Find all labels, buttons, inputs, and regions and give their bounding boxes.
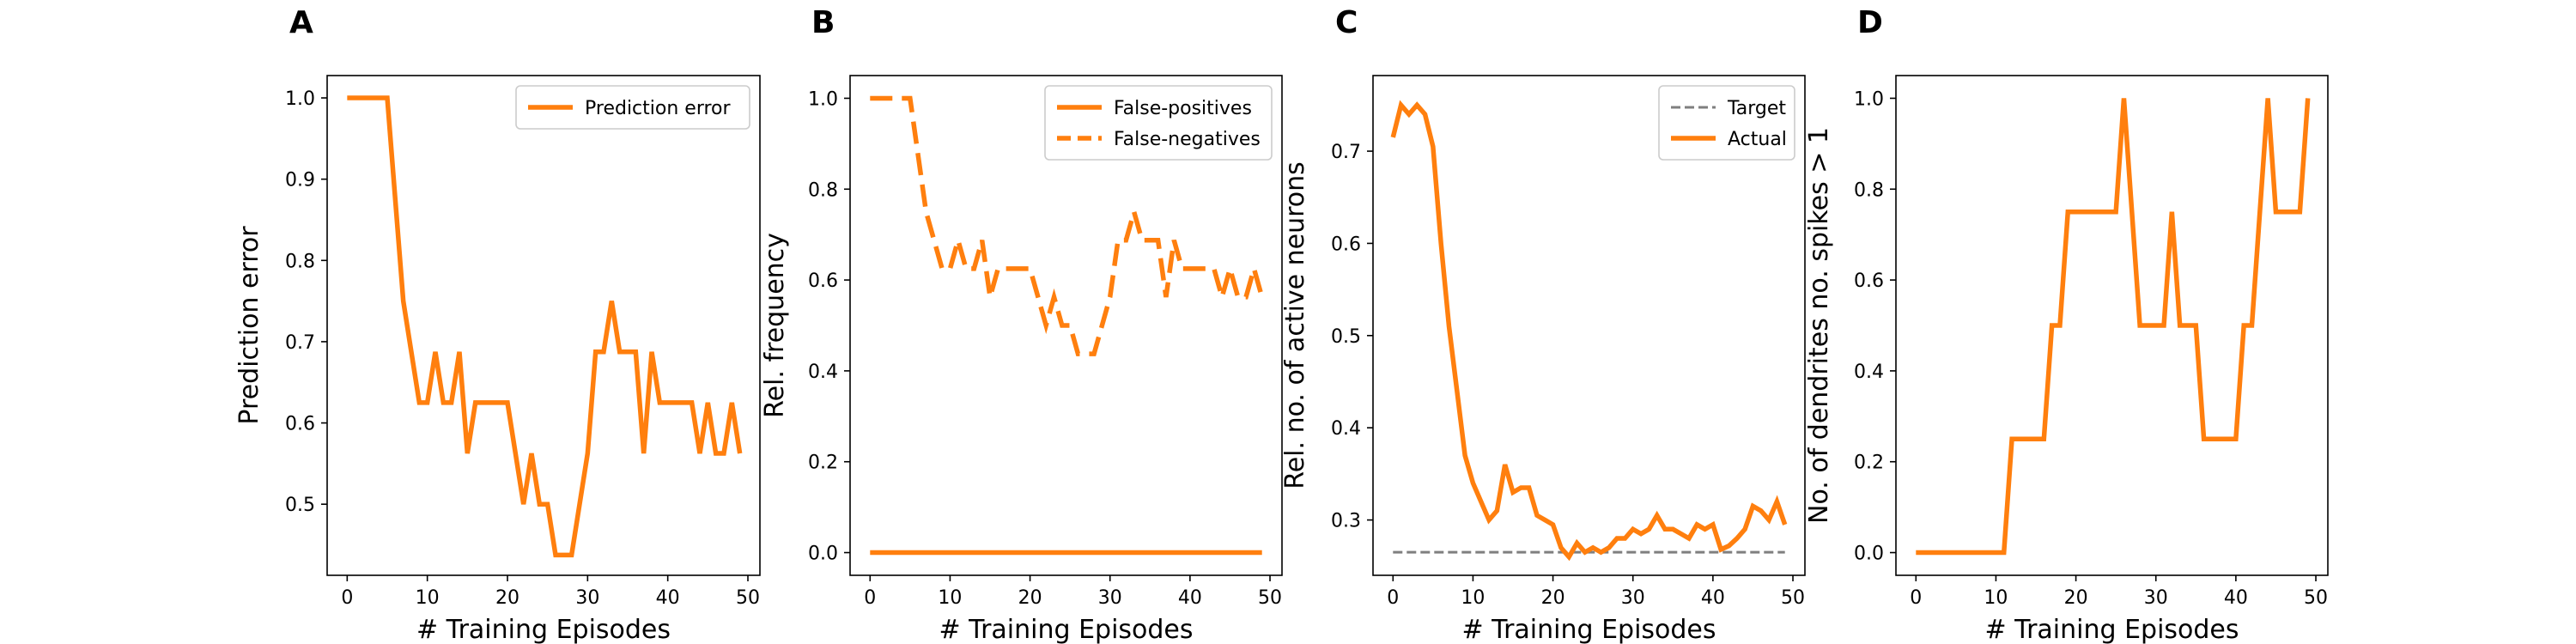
y-tick-label: 0.4 [1331, 418, 1361, 440]
panel-d: D 0 10 20 30 40 50 0.0 0.2 0.4 0.6 0.8 1.0 # Training… [1804, 5, 2329, 644]
y-tick-label: 0.4 [1854, 361, 1884, 383]
x-tick-label: 50 [2304, 587, 2328, 609]
axes-frame [326, 75, 761, 576]
x-tick-label: 20 [495, 587, 519, 609]
x-tick-label: 10 [1984, 587, 2008, 609]
y-tick-label: 0.5 [285, 495, 315, 516]
x-tick-label: 30 [575, 587, 599, 609]
x-tick-label: 10 [938, 587, 962, 609]
y-tick-label: 0.0 [808, 544, 838, 565]
x-tick-label: 0 [864, 587, 876, 609]
legend-entry-label: False-positives [1114, 98, 1252, 119]
panel-c: C 0 10 20 30 40 50 0.3 0.4 0.5 0.6 0.7 # Training Ep… [1280, 5, 1806, 644]
y-tick-label: 0.5 [1331, 326, 1361, 348]
y-tick-label: 0.7 [285, 332, 315, 354]
y-tick-label: 0.4 [808, 361, 838, 383]
y-tick-label: 0.9 [285, 170, 315, 191]
x-tick-label: 40 [1178, 587, 1202, 609]
x-tick-label: 50 [736, 587, 760, 609]
legend-entry-label: False-negatives [1114, 129, 1261, 150]
y-tick-label: 1.0 [285, 88, 315, 110]
panel-label: B [811, 5, 835, 40]
legend-entry-label: Target [1727, 98, 1786, 119]
x-tick-label: 30 [1098, 587, 1122, 609]
x-tick-label: 20 [1018, 587, 1042, 609]
panel-b: B 0 10 20 30 40 50 0.0 0.2 0.4 0.6 0.8 1.0 # Training… [760, 5, 1283, 644]
x-axis-label: # Training Episodes [416, 615, 671, 644]
legend-box [1044, 85, 1273, 161]
legend: Prediction error [515, 85, 750, 130]
x-tick-label: 30 [1621, 587, 1645, 609]
series-line-series-0 [1916, 98, 2311, 556]
y-tick-label: 1.0 [808, 88, 838, 110]
y-axis-label: Rel. frequency [760, 233, 790, 418]
x-tick-label: 0 [1387, 587, 1399, 609]
legend: False-positives False-negatives [1044, 85, 1273, 161]
legend-box [515, 85, 750, 130]
y-tick-label: 0.8 [285, 251, 315, 272]
panel-label: A [289, 5, 313, 40]
axes-frame [1372, 75, 1806, 576]
series-line-prediction-error [347, 95, 743, 558]
y-tick-label: 0.2 [1854, 453, 1884, 474]
y-tick-label: 0.2 [808, 453, 838, 474]
x-tick-label: 0 [341, 587, 353, 609]
y-tick-label: 0.6 [1331, 234, 1361, 255]
y-tick-label: 0.6 [285, 414, 315, 435]
x-tick-label: 50 [1781, 587, 1805, 609]
panel-label: C [1335, 5, 1358, 40]
x-tick-label: 10 [416, 587, 440, 609]
y-tick-label: 0.6 [808, 270, 838, 292]
y-tick-label: 0.6 [1854, 270, 1884, 292]
y-tick-label: 0.0 [1854, 544, 1884, 565]
legend-box [1658, 85, 1795, 161]
axes-frame [1895, 75, 2329, 576]
y-tick-label: 1.0 [1854, 88, 1884, 110]
y-axis-label: Prediction error [234, 226, 264, 425]
y-axis-label: No. of dendrites no. spikes > 1 [1804, 127, 1834, 524]
x-tick-label: 0 [1910, 587, 1922, 609]
axes-frame [849, 75, 1283, 576]
x-axis-label: # Training Episodes [1984, 615, 2239, 644]
x-tick-label: 20 [1541, 587, 1565, 609]
y-tick-label: 0.8 [1854, 179, 1884, 201]
y-tick-label: 0.7 [1331, 142, 1361, 163]
x-tick-label: 40 [2224, 587, 2248, 609]
x-tick-label: 40 [1701, 587, 1725, 609]
y-tick-label: 0.8 [808, 179, 838, 201]
panel-a: A 0 10 20 30 40 50 0.5 0.6 0.7 0.8 0.9 1.0 # Training… [234, 5, 761, 644]
panel-label: D [1857, 5, 1883, 40]
y-tick-label: 0.3 [1331, 511, 1361, 532]
x-tick-label: 10 [1461, 587, 1485, 609]
x-axis-label: # Training Episodes [1461, 615, 1716, 644]
x-tick-label: 20 [2064, 587, 2088, 609]
x-tick-label: 30 [2144, 587, 2168, 609]
x-axis-label: # Training Episodes [939, 615, 1193, 644]
legend-entry-label: Prediction error [585, 98, 731, 119]
legend: Target Actual [1658, 85, 1795, 161]
series-line-actual [1390, 100, 1788, 562]
legend-entry-label: Actual [1728, 129, 1787, 150]
x-tick-label: 40 [656, 587, 680, 609]
y-axis-label: Rel. no. of active neurons [1280, 161, 1310, 489]
series-line-false-negatives [870, 95, 1265, 356]
x-tick-label: 50 [1258, 587, 1282, 609]
